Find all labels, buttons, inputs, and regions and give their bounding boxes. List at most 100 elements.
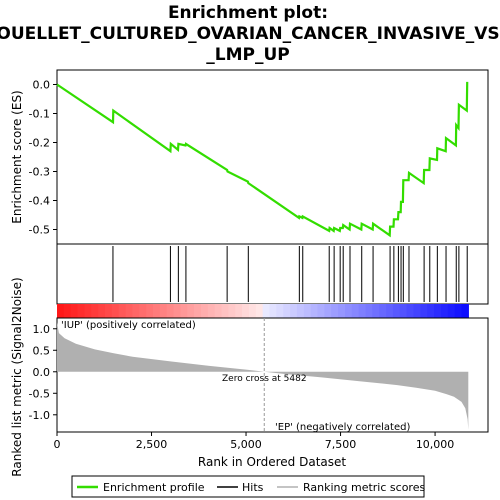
rank-color-cell [269, 304, 277, 318]
rank-color-cell [324, 304, 332, 318]
hits-plot-frame [56, 243, 489, 305]
title-line-1: Enrichment plot: [168, 3, 328, 23]
rank-color-cell [152, 304, 161, 318]
rank-color-cell [399, 304, 408, 318]
legend: Enrichment profile Hits Ranking metric s… [71, 475, 425, 498]
metric-y-tick-label: -0.5 [29, 387, 50, 400]
legend-box [71, 475, 425, 498]
zero-cross-label: Zero cross at 5482 [222, 374, 307, 384]
x-tick-label: 5,000 [230, 438, 262, 451]
x-axis-label: Rank in Ordered Dataset [198, 455, 346, 469]
rank-color-cell [338, 304, 346, 318]
rank-color-cell [434, 304, 442, 318]
rank-color-cell [118, 304, 127, 318]
rank-color-cell [132, 304, 140, 318]
es-plot-frame [56, 69, 489, 245]
legend-hits-label: Hits [242, 481, 264, 494]
metric-y-ticks: 1.0 0.5 0.0 -0.5 -1.0 [29, 323, 57, 422]
es-y-tick-label: 0.0 [33, 79, 51, 92]
es-y-tick-label: -0.4 [29, 195, 50, 208]
rank-color-cell [57, 304, 65, 318]
title-line-3: _LMP_UP [206, 45, 289, 65]
rank-color-cell [461, 304, 469, 318]
rank-color-cell [159, 304, 168, 318]
es-y-tick-label: -0.2 [29, 137, 50, 150]
metric-y-tick-label: 0.0 [33, 366, 51, 379]
es-y-axis-label: Enrichment score (ES) [10, 90, 24, 223]
rank-color-cell [248, 304, 257, 318]
rank-color-cell [454, 304, 463, 318]
rank-color-cell [200, 304, 209, 318]
rank-color-cell [290, 304, 298, 318]
rank-color-cell [310, 304, 319, 318]
rank-color-cell [331, 304, 339, 318]
rank-color-cell [255, 304, 264, 318]
metric-y-axis-label: Ranked list metric (Signal2Noise) [10, 277, 24, 476]
x-tick-label: 0 [54, 438, 61, 451]
rank-color-cell [303, 304, 312, 318]
rank-color-cell [187, 304, 195, 318]
rank-color-cell [84, 304, 92, 318]
positive-correlation-label: 'IUP' (positively correlated) [61, 320, 196, 331]
rank-color-cell [262, 304, 271, 318]
negative-correlation-label: 'EP' (negatively correlated) [275, 422, 410, 433]
es-y-tick-label: -0.3 [29, 166, 50, 179]
enrichment-profile-line [56, 81, 469, 238]
es-y-ticks: 0.0 -0.1 -0.2 -0.3 -0.4 -0.5 [29, 79, 57, 237]
hit-marks [112, 246, 468, 302]
rank-color-cell [166, 304, 175, 318]
rank-color-cell [406, 304, 415, 318]
hits-panel [56, 243, 489, 318]
rank-color-cell [283, 304, 291, 318]
rank-color-cell [276, 304, 284, 318]
x-axis-ticks: 0 2,500 5,000 7,500 10,000 [54, 432, 455, 451]
rank-color-cell [98, 304, 106, 318]
metric-y-tick-label: -1.0 [29, 409, 50, 422]
title-line-2: OUELLET_CULTURED_OVARIAN_CANCER_INVASIVE… [0, 24, 500, 44]
rank-color-cell [386, 304, 394, 318]
es-y-tick-label: -0.5 [29, 224, 50, 237]
rank-color-cell [379, 304, 387, 318]
x-tick-label: 7,500 [325, 438, 357, 451]
rank-color-cell [392, 304, 401, 318]
x-tick-label: 10,000 [416, 438, 455, 451]
rank-color-cell [440, 304, 449, 318]
rank-color-cell [91, 304, 99, 318]
rank-color-cell [207, 304, 216, 318]
rank-color-cell [125, 304, 134, 318]
metric-y-tick-label: 0.5 [33, 344, 51, 357]
rank-color-cell [180, 304, 188, 318]
rank-color-cell [447, 304, 456, 318]
rank-color-cell [104, 304, 113, 318]
rank-color-bar [57, 304, 469, 318]
rank-color-cell [351, 304, 360, 318]
rank-color-cell [427, 304, 435, 318]
rank-color-cell [413, 304, 421, 318]
rank-color-cell [139, 304, 147, 318]
rank-color-cell [235, 304, 243, 318]
rank-color-cell [221, 304, 229, 318]
ranking-metric-area [57, 322, 469, 430]
rank-color-cell [77, 304, 86, 318]
rank-color-cell [358, 304, 367, 318]
rank-color-cell [317, 304, 325, 318]
es-y-tick-label: -0.1 [29, 108, 50, 121]
rank-color-cell [111, 304, 120, 318]
legend-metric-label: Ranking metric scores [303, 481, 425, 494]
legend-enrichment-label: Enrichment profile [103, 481, 205, 494]
rank-color-cell [173, 304, 182, 318]
es-panel: 0.0 -0.1 -0.2 -0.3 -0.4 -0.5 Enrichment score… [10, 69, 489, 245]
rank-color-cell [70, 304, 79, 318]
rank-color-cell [296, 304, 305, 318]
rank-color-cell [242, 304, 250, 318]
rank-color-cell [420, 304, 428, 318]
rank-color-cell [63, 304, 72, 318]
rank-color-cell [365, 304, 373, 318]
x-tick-label: 2,500 [136, 438, 168, 451]
metric-y-tick-label: 1.0 [33, 323, 51, 336]
rank-color-cell [344, 304, 353, 318]
rank-color-cell [228, 304, 236, 318]
rank-color-cell [372, 304, 380, 318]
rank-color-cell [214, 304, 223, 318]
